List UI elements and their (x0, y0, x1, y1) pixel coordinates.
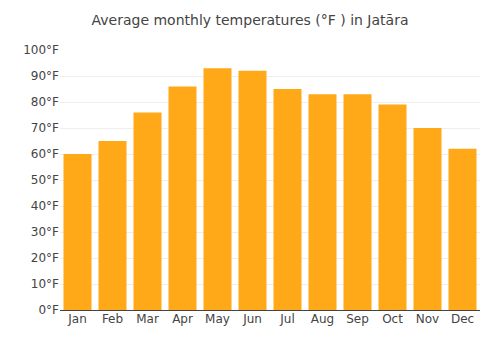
svg-text:30°F: 30°F (31, 225, 59, 239)
svg-text:Jan: Jan (67, 312, 87, 326)
svg-text:Jun: Jun (242, 312, 262, 326)
svg-text:Oct: Oct (382, 312, 403, 326)
svg-text:Apr: Apr (172, 312, 193, 326)
svg-text:40°F: 40°F (31, 199, 59, 213)
svg-text:50°F: 50°F (31, 173, 59, 187)
svg-text:10°F: 10°F (31, 277, 59, 291)
svg-text:80°F: 80°F (31, 95, 59, 109)
svg-text:Nov: Nov (416, 312, 439, 326)
svg-text:20°F: 20°F (31, 251, 59, 265)
svg-text:Dec: Dec (451, 312, 474, 326)
svg-text:100°F: 100°F (23, 43, 59, 57)
svg-text:60°F: 60°F (31, 147, 59, 161)
svg-text:Jul: Jul (279, 312, 294, 326)
svg-text:0°F: 0°F (38, 303, 59, 317)
svg-text:Aug: Aug (311, 312, 334, 326)
svg-text:90°F: 90°F (31, 69, 59, 83)
svg-text:70°F: 70°F (31, 121, 59, 135)
svg-text:Sep: Sep (346, 312, 369, 326)
svg-text:May: May (205, 312, 230, 326)
svg-text:Mar: Mar (136, 312, 159, 326)
svg-text:Average monthly temperatures (: Average monthly temperatures (°F ) in Ja… (92, 12, 409, 28)
svg-text:Feb: Feb (102, 312, 123, 326)
